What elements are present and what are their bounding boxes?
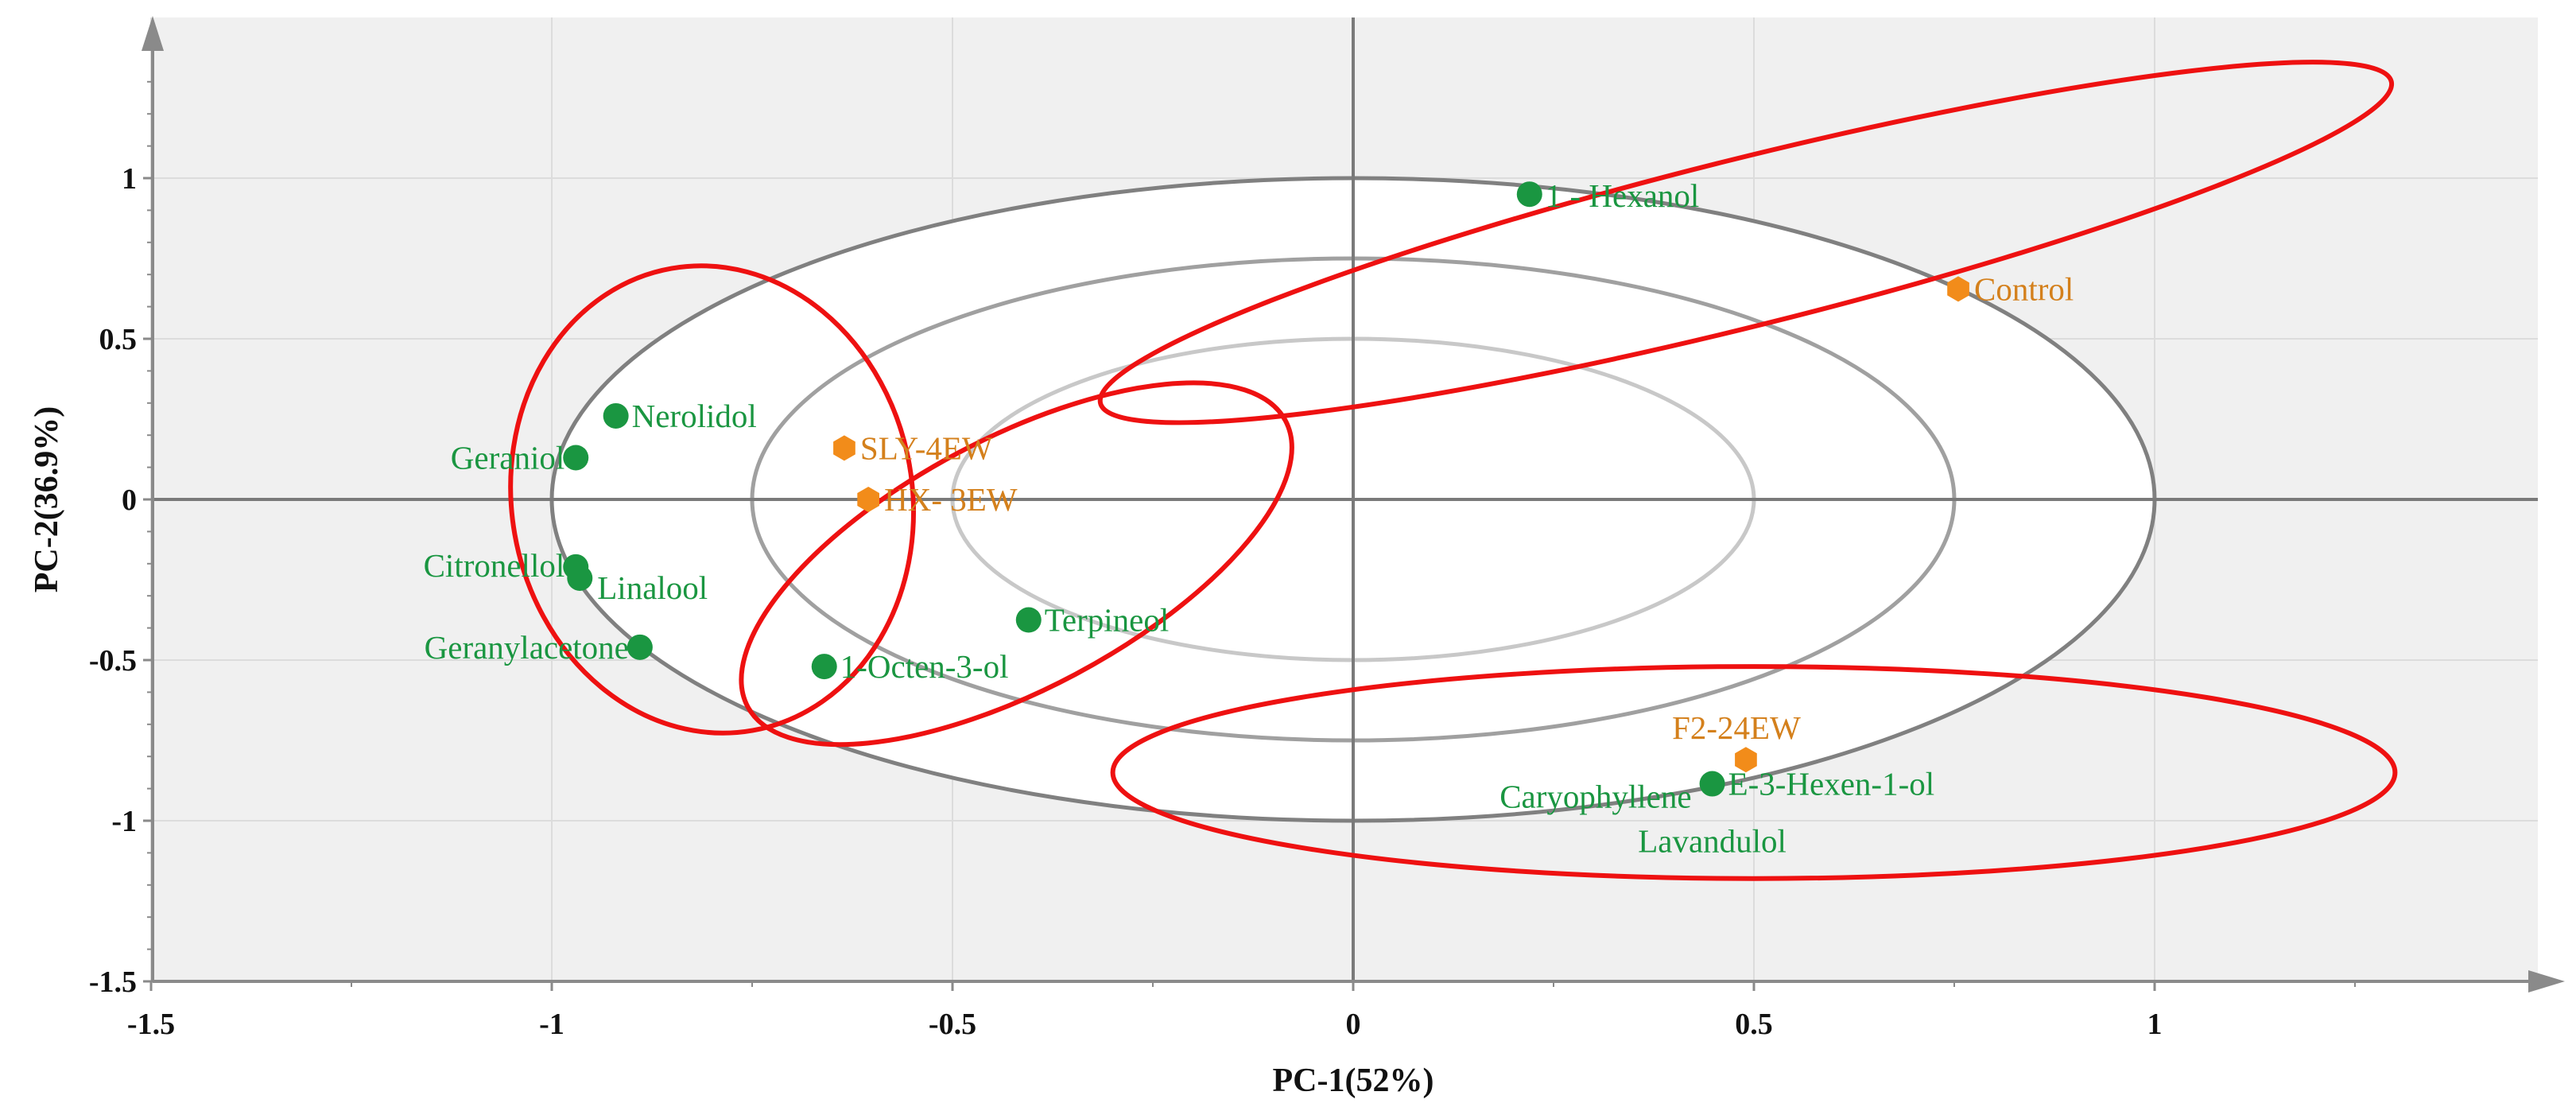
point-1-hexanol [1516,181,1542,208]
y-tick-label: 0.5 [99,323,138,356]
point-geranylacetone [627,634,653,660]
x-tick-label: 0.5 [1735,1008,1773,1041]
x-tick-label: 0 [1346,1008,1361,1041]
label-geraniol: Geraniol [451,439,564,476]
cluster-sly-terpineol [739,380,1294,748]
label-hx-3ew: HX- 3EW [884,481,1018,518]
cluster-f2-caryophyllene [1110,664,2398,881]
y-tick-label: 0 [122,484,137,517]
point-caryophyllene [1699,771,1725,797]
label-citronellol: Citronellol [424,547,565,584]
x-tick-label: -1.5 [127,1008,175,1041]
y-axis-title: PC-2(36.9%) [29,406,65,592]
x-tick-label: -0.5 [929,1008,976,1041]
y-tick-label: 1 [122,162,137,196]
point-geraniol [563,445,589,471]
label-linalool: Linalool [597,569,708,606]
y-tick-label: -1 [111,805,137,838]
point-hx-3ew [857,487,879,512]
label-e-3-hexen-1-ol: E-3-Hexen-1-ol [1728,766,1935,802]
cluster-ellipses [508,60,2398,881]
point-f2-24ew [1735,747,1757,773]
label-terpineol: Terpineol [1045,602,1170,639]
cluster-hexanol-control [1097,60,2395,425]
label-1-octen-3-ol: 1-Octen-3-ol [840,648,1009,685]
label-sly-4ew: SLY-4EW [860,429,993,466]
y-tick-label: -0.5 [89,644,137,678]
point-linalool [567,565,593,591]
label-nerolidol: Nerolidol [632,398,757,434]
data-points [563,181,1969,797]
point-sly-4ew [833,435,855,461]
x-tick-label: -1 [539,1008,564,1041]
point-nerolidol [603,402,629,429]
axes [142,16,2565,993]
x-tick-label: 1 [2147,1008,2163,1041]
point-1-octen-3-ol [811,654,837,680]
point-terpineol [1015,607,1042,633]
point-labels: 1 - Hexanol Nerolidol Geraniol Citronellol L… [424,177,2074,859]
label-lavandulol: Lavandulol [1638,823,1787,860]
x-axis-arrow [2528,970,2565,993]
label-f2-24ew: F2-24EW [1672,709,1801,746]
cluster-nerolidol-geranylacetone [508,263,917,736]
label-caryophyllene: Caryophyllene [1499,779,1691,815]
point-control [1947,276,1969,302]
y-axis-arrow [142,16,164,51]
y-tick-label: -1.5 [89,965,137,999]
label-control: Control [1974,270,2074,307]
label-geranylacetone: Geranylacetone [425,629,629,666]
x-axis-title: PC-1(52%) [1273,1062,1434,1099]
ticks: -1.5 -1 -0.5 0 0.5 1 -1.5 -1 -0.5 0 0.5 1 [89,80,2356,1041]
label-1-hexanol: 1 - Hexanol [1546,177,1700,214]
